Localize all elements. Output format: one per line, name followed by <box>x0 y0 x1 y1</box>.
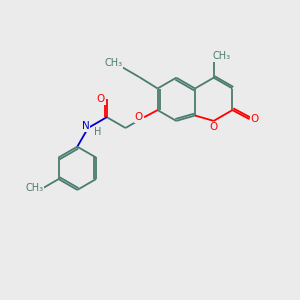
Text: O: O <box>251 114 259 124</box>
Text: N: N <box>82 122 90 131</box>
Text: O: O <box>97 94 105 104</box>
Text: H: H <box>94 127 101 136</box>
Text: CH₃: CH₃ <box>104 58 122 68</box>
Text: O: O <box>135 112 143 122</box>
Text: CH₃: CH₃ <box>25 183 44 193</box>
Text: CH₃: CH₃ <box>212 51 230 61</box>
Text: O: O <box>210 122 218 133</box>
